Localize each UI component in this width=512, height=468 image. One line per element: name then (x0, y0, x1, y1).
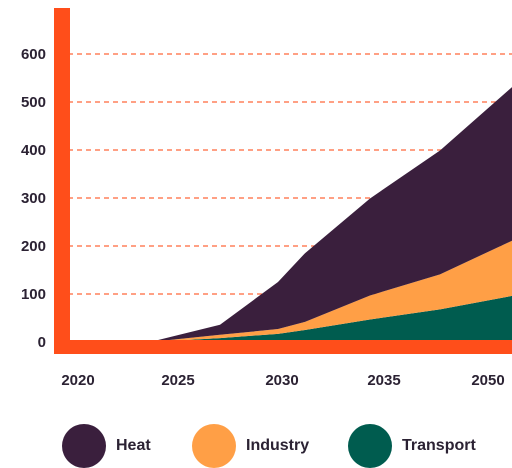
y-tick-label-0: 0 (38, 334, 46, 351)
x-tick-label-2050: 2050 (471, 372, 504, 389)
legend-swatch-industry (192, 424, 236, 468)
y-tick-label-200: 200 (21, 238, 46, 255)
y-tick-label-600: 600 (21, 46, 46, 63)
legend-label-heat: Heat (116, 437, 151, 454)
legend-swatch-heat (62, 424, 106, 468)
x-tick-label-2020: 2020 (61, 372, 94, 389)
y-tick-label-100: 100 (21, 286, 46, 303)
x-axis (54, 340, 512, 354)
x-tick-label-2025: 2025 (161, 372, 194, 389)
stacked-areas (78, 87, 512, 343)
area-industry (78, 240, 512, 342)
legend-item-transport: Transport (348, 424, 476, 468)
legend-item-heat: Heat (62, 424, 151, 468)
area-transport (78, 295, 512, 342)
y-tick-labels: 0 100 200 300 400 500 600 (21, 46, 46, 351)
axes (54, 8, 512, 354)
y-axis (54, 8, 70, 354)
area-heat (78, 87, 512, 343)
legend-swatch-transport (348, 424, 392, 468)
legend-label-industry: Industry (246, 437, 310, 454)
y-tick-label-300: 300 (21, 190, 46, 207)
x-tick-labels: 2020 2025 2030 2035 2050 (61, 372, 504, 389)
legend: Heat Industry Transport (0, 418, 512, 468)
legend-item-industry: Industry (192, 424, 309, 468)
y-tick-label-500: 500 (21, 94, 46, 111)
y-tick-label-400: 400 (21, 142, 46, 159)
legend-label-transport: Transport (402, 437, 476, 454)
x-tick-label-2035: 2035 (367, 372, 400, 389)
x-tick-label-2030: 2030 (265, 372, 298, 389)
